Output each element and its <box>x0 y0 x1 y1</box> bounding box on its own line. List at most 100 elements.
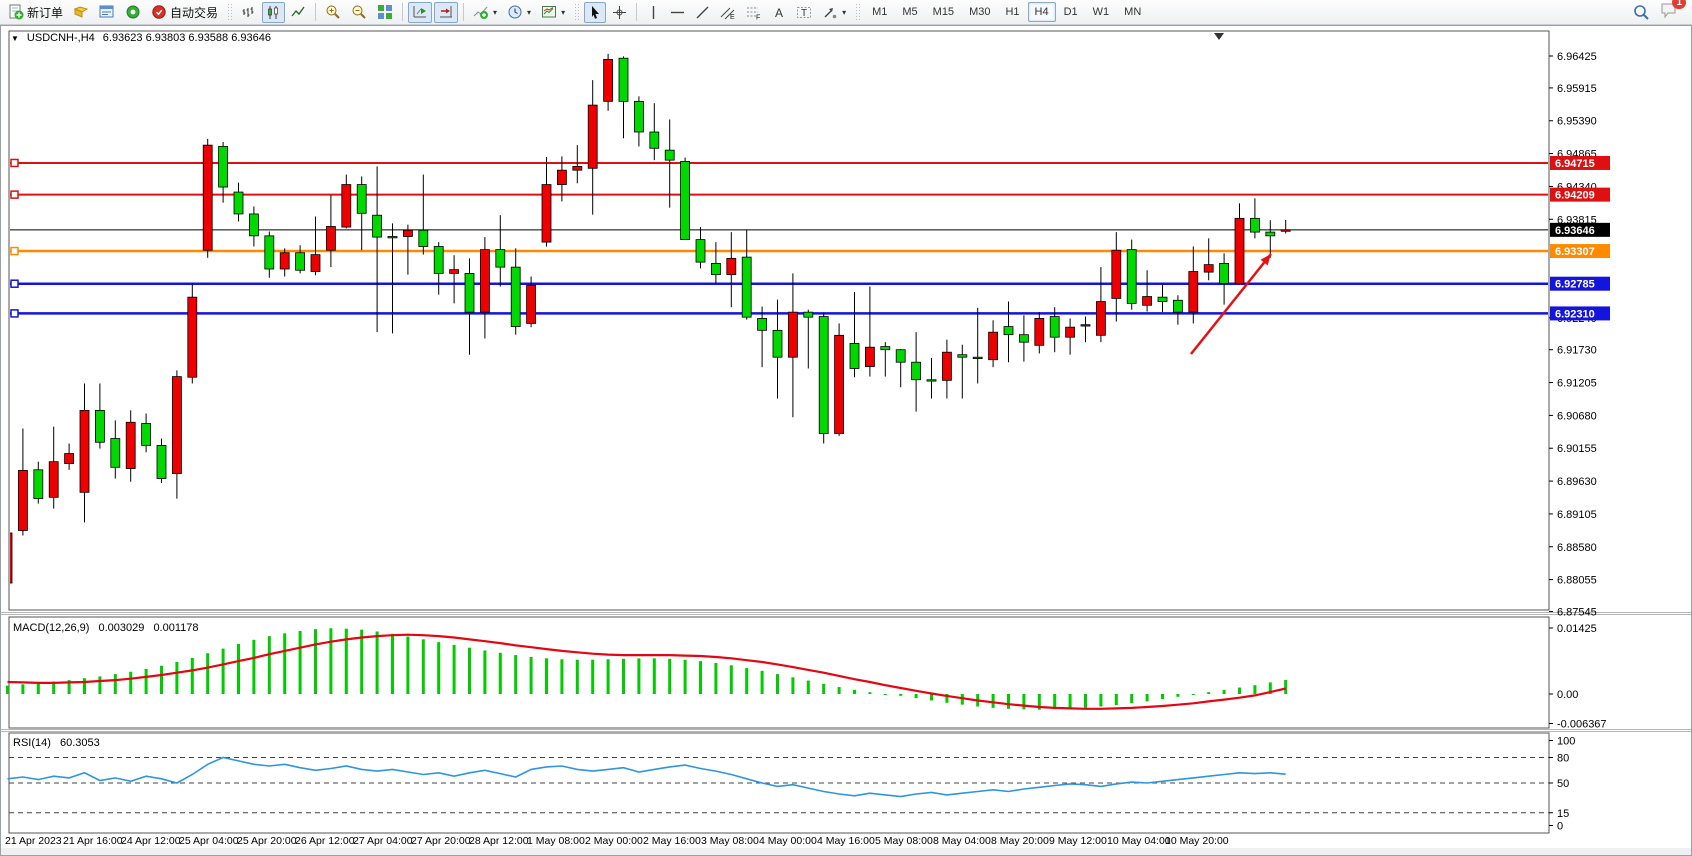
level-line-handle[interactable] <box>10 279 19 288</box>
candle-body[interactable] <box>880 346 891 351</box>
candles-layer[interactable] <box>3 53 1291 586</box>
timeframe-button-H4[interactable]: H4 <box>1027 2 1056 22</box>
candle-body[interactable] <box>479 249 490 313</box>
chart-title[interactable]: ▼ USDCNH-,H4 6.93623 6.93803 6.93588 6.9… <box>11 32 271 44</box>
candle-body[interactable] <box>248 213 259 237</box>
candle-body[interactable] <box>1280 229 1291 232</box>
candle-body[interactable] <box>187 296 198 378</box>
candle-body[interactable] <box>295 252 306 271</box>
candle-body[interactable] <box>895 349 906 363</box>
candle-body[interactable] <box>110 438 121 468</box>
timeframe-button-M15[interactable]: M15 <box>932 6 955 18</box>
candle-body[interactable] <box>942 351 952 381</box>
equidistant-channel-button[interactable]: E <box>716 2 740 23</box>
timeframe-button-M1[interactable]: M1 <box>872 6 888 18</box>
timeframe-button-M5[interactable]: M5 <box>902 6 918 18</box>
timeframe-button-W1[interactable]: W1 <box>1092 6 1110 18</box>
candle-body[interactable] <box>17 470 28 531</box>
candle-body[interactable] <box>233 191 244 215</box>
candle-body[interactable] <box>803 311 814 318</box>
candle-body[interactable] <box>495 249 506 268</box>
candle-body[interactable] <box>649 131 660 149</box>
candle-body[interactable] <box>557 169 567 185</box>
candle-body[interactable] <box>572 166 583 171</box>
candle-body[interactable] <box>957 354 968 358</box>
candle-body[interactable] <box>79 409 90 493</box>
new-order-button[interactable]: 新订单 <box>4 2 67 23</box>
candle-body[interactable] <box>834 334 844 434</box>
text-label-button[interactable]: T <box>792 2 816 23</box>
candle-body[interactable] <box>818 316 829 434</box>
candle-body[interactable] <box>972 356 983 360</box>
candle-body[interactable] <box>156 445 167 479</box>
zoom-out-button[interactable] <box>347 2 371 23</box>
candle-body[interactable] <box>1065 326 1075 338</box>
candle-body[interactable] <box>1096 301 1106 336</box>
candle-body[interactable] <box>33 469 44 499</box>
candle-body[interactable] <box>325 226 336 251</box>
crosshair-button[interactable] <box>608 2 631 23</box>
candle-body[interactable] <box>1265 231 1276 237</box>
candle-body[interactable] <box>664 149 675 161</box>
level-line-handle[interactable] <box>10 309 19 318</box>
bar-chart-button[interactable] <box>237 2 260 23</box>
fibonacci-button[interactable]: F <box>742 2 766 23</box>
candle-body[interactable] <box>695 239 706 263</box>
candle-body[interactable] <box>1203 264 1214 273</box>
tile-windows-button[interactable] <box>373 2 397 23</box>
candle-body[interactable] <box>587 104 598 169</box>
chart-canvas[interactable]: 6.964256.959156.953906.948656.943406.938… <box>1 26 1691 855</box>
trendline-button[interactable] <box>691 2 714 23</box>
level-line-handle[interactable] <box>10 246 19 256</box>
candle-body[interactable] <box>757 318 767 331</box>
candle-body[interactable] <box>264 235 275 270</box>
candle-body[interactable] <box>788 311 798 358</box>
horizontal-line-button[interactable] <box>666 2 689 23</box>
candle-body[interactable] <box>418 229 429 247</box>
vertical-line-button[interactable] <box>642 2 664 23</box>
trend-arrow[interactable] <box>1190 253 1272 355</box>
text-button[interactable]: A <box>768 2 790 23</box>
candle-body[interactable] <box>926 379 937 382</box>
templates-button[interactable]: ▾ <box>537 2 569 23</box>
candle-body[interactable] <box>449 269 460 274</box>
candle-body[interactable] <box>1219 262 1229 284</box>
candle-body[interactable] <box>279 252 290 270</box>
periods-button[interactable]: ▾ <box>503 2 535 23</box>
timeframe-button-H1[interactable]: H1 <box>1005 6 1020 18</box>
timeframe-button-MN[interactable]: MN <box>1124 6 1142 18</box>
auto-scroll-button[interactable] <box>408 1 433 23</box>
candle-body[interactable] <box>772 329 783 358</box>
candle-body[interactable] <box>341 184 352 228</box>
arrows-shapes-button[interactable]: ▾ <box>818 2 850 23</box>
indicators-button[interactable]: ▾ <box>469 2 501 23</box>
candle-body[interactable] <box>464 272 475 313</box>
candle-body[interactable] <box>711 262 721 276</box>
chart-shift-marker[interactable] <box>1214 33 1224 40</box>
candle-body[interactable] <box>680 161 690 241</box>
candle-body[interactable] <box>1111 249 1122 299</box>
terminal-button[interactable] <box>95 2 119 23</box>
candle-body[interactable] <box>526 284 536 324</box>
profiles-button[interactable] <box>69 2 93 23</box>
candle-body[interactable] <box>372 214 383 238</box>
candle-body[interactable] <box>48 461 59 498</box>
candle-body[interactable] <box>1080 324 1091 327</box>
candle-body[interactable] <box>1049 316 1060 338</box>
candle-body[interactable] <box>356 184 367 214</box>
candle-body[interactable] <box>310 254 321 272</box>
candle-body[interactable] <box>1003 326 1014 336</box>
line-chart-button[interactable] <box>287 2 310 23</box>
candle-body[interactable] <box>141 423 152 446</box>
search-icon[interactable] <box>1633 4 1650 21</box>
strategy-tester-button[interactable] <box>121 2 145 23</box>
candle-body[interactable] <box>95 409 105 443</box>
level-line-handle[interactable] <box>10 158 19 168</box>
candle-body[interactable] <box>218 145 229 188</box>
cursor-button[interactable] <box>584 1 607 23</box>
chart-shift-button[interactable] <box>434 1 459 23</box>
zoom-in-button[interactable] <box>321 2 345 23</box>
candle-body[interactable] <box>1034 318 1045 346</box>
candle-body[interactable] <box>1019 334 1029 343</box>
candle-body[interactable] <box>402 229 413 237</box>
